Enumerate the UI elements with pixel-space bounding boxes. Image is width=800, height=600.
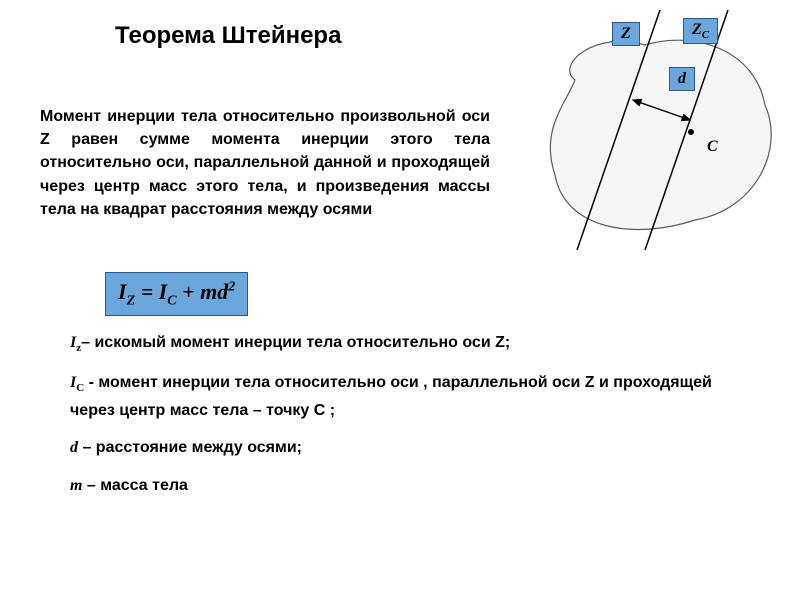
label-zc: ZC — [683, 18, 718, 44]
def-d: d – расстояние между осями; — [70, 435, 750, 461]
point-c — [688, 129, 694, 135]
def-iz-text: – искомый момент инерции тела относитель… — [81, 334, 510, 351]
formula-r2-sym: md — [200, 279, 228, 304]
page-title: Теорема Штейнера — [115, 22, 341, 50]
label-c: C — [707, 138, 718, 156]
label-zc-sub: C — [702, 29, 709, 41]
definitions-block: Iz– искомый момент инерции тела относите… — [70, 330, 750, 510]
label-z: Z — [612, 22, 640, 46]
def-m-text: – масса тела — [82, 477, 187, 494]
def-ic-text: - момент инерции тела относительно оси ,… — [70, 374, 712, 419]
formula-r1-sym: I — [159, 279, 168, 304]
theorem-body: Момент инерции тела относительно произво… — [40, 105, 490, 221]
def-d-sym: d — [70, 439, 78, 456]
formula-r1-sub: C — [167, 293, 176, 308]
label-d-text: d — [678, 70, 686, 87]
formula-r2-sup: 2 — [228, 280, 235, 295]
label-zc-sym: Z — [692, 21, 702, 38]
formula-plus: + — [177, 279, 201, 304]
label-d: d — [669, 67, 695, 91]
formula-eq: = — [135, 279, 159, 304]
def-m-sym: m — [70, 477, 82, 494]
def-ic: IC - момент инерции тела относительно ос… — [70, 370, 750, 423]
label-c-text: C — [707, 138, 718, 155]
def-ic-sub: C — [76, 382, 84, 394]
def-iz: Iz– искомый момент инерции тела относите… — [70, 330, 750, 358]
steiner-diagram: Z ZC d C — [505, 10, 795, 260]
body-blob — [550, 40, 771, 229]
label-z-text: Z — [621, 25, 631, 42]
formula-lhs-sym: I — [118, 279, 127, 304]
formula-steiner: IZ = IC + md2 — [105, 272, 248, 316]
def-m: m – масса тела — [70, 473, 750, 499]
def-d-text: – расстояние между осями; — [78, 439, 302, 456]
formula-lhs-sub: Z — [127, 293, 136, 308]
diagram-svg — [505, 10, 795, 260]
